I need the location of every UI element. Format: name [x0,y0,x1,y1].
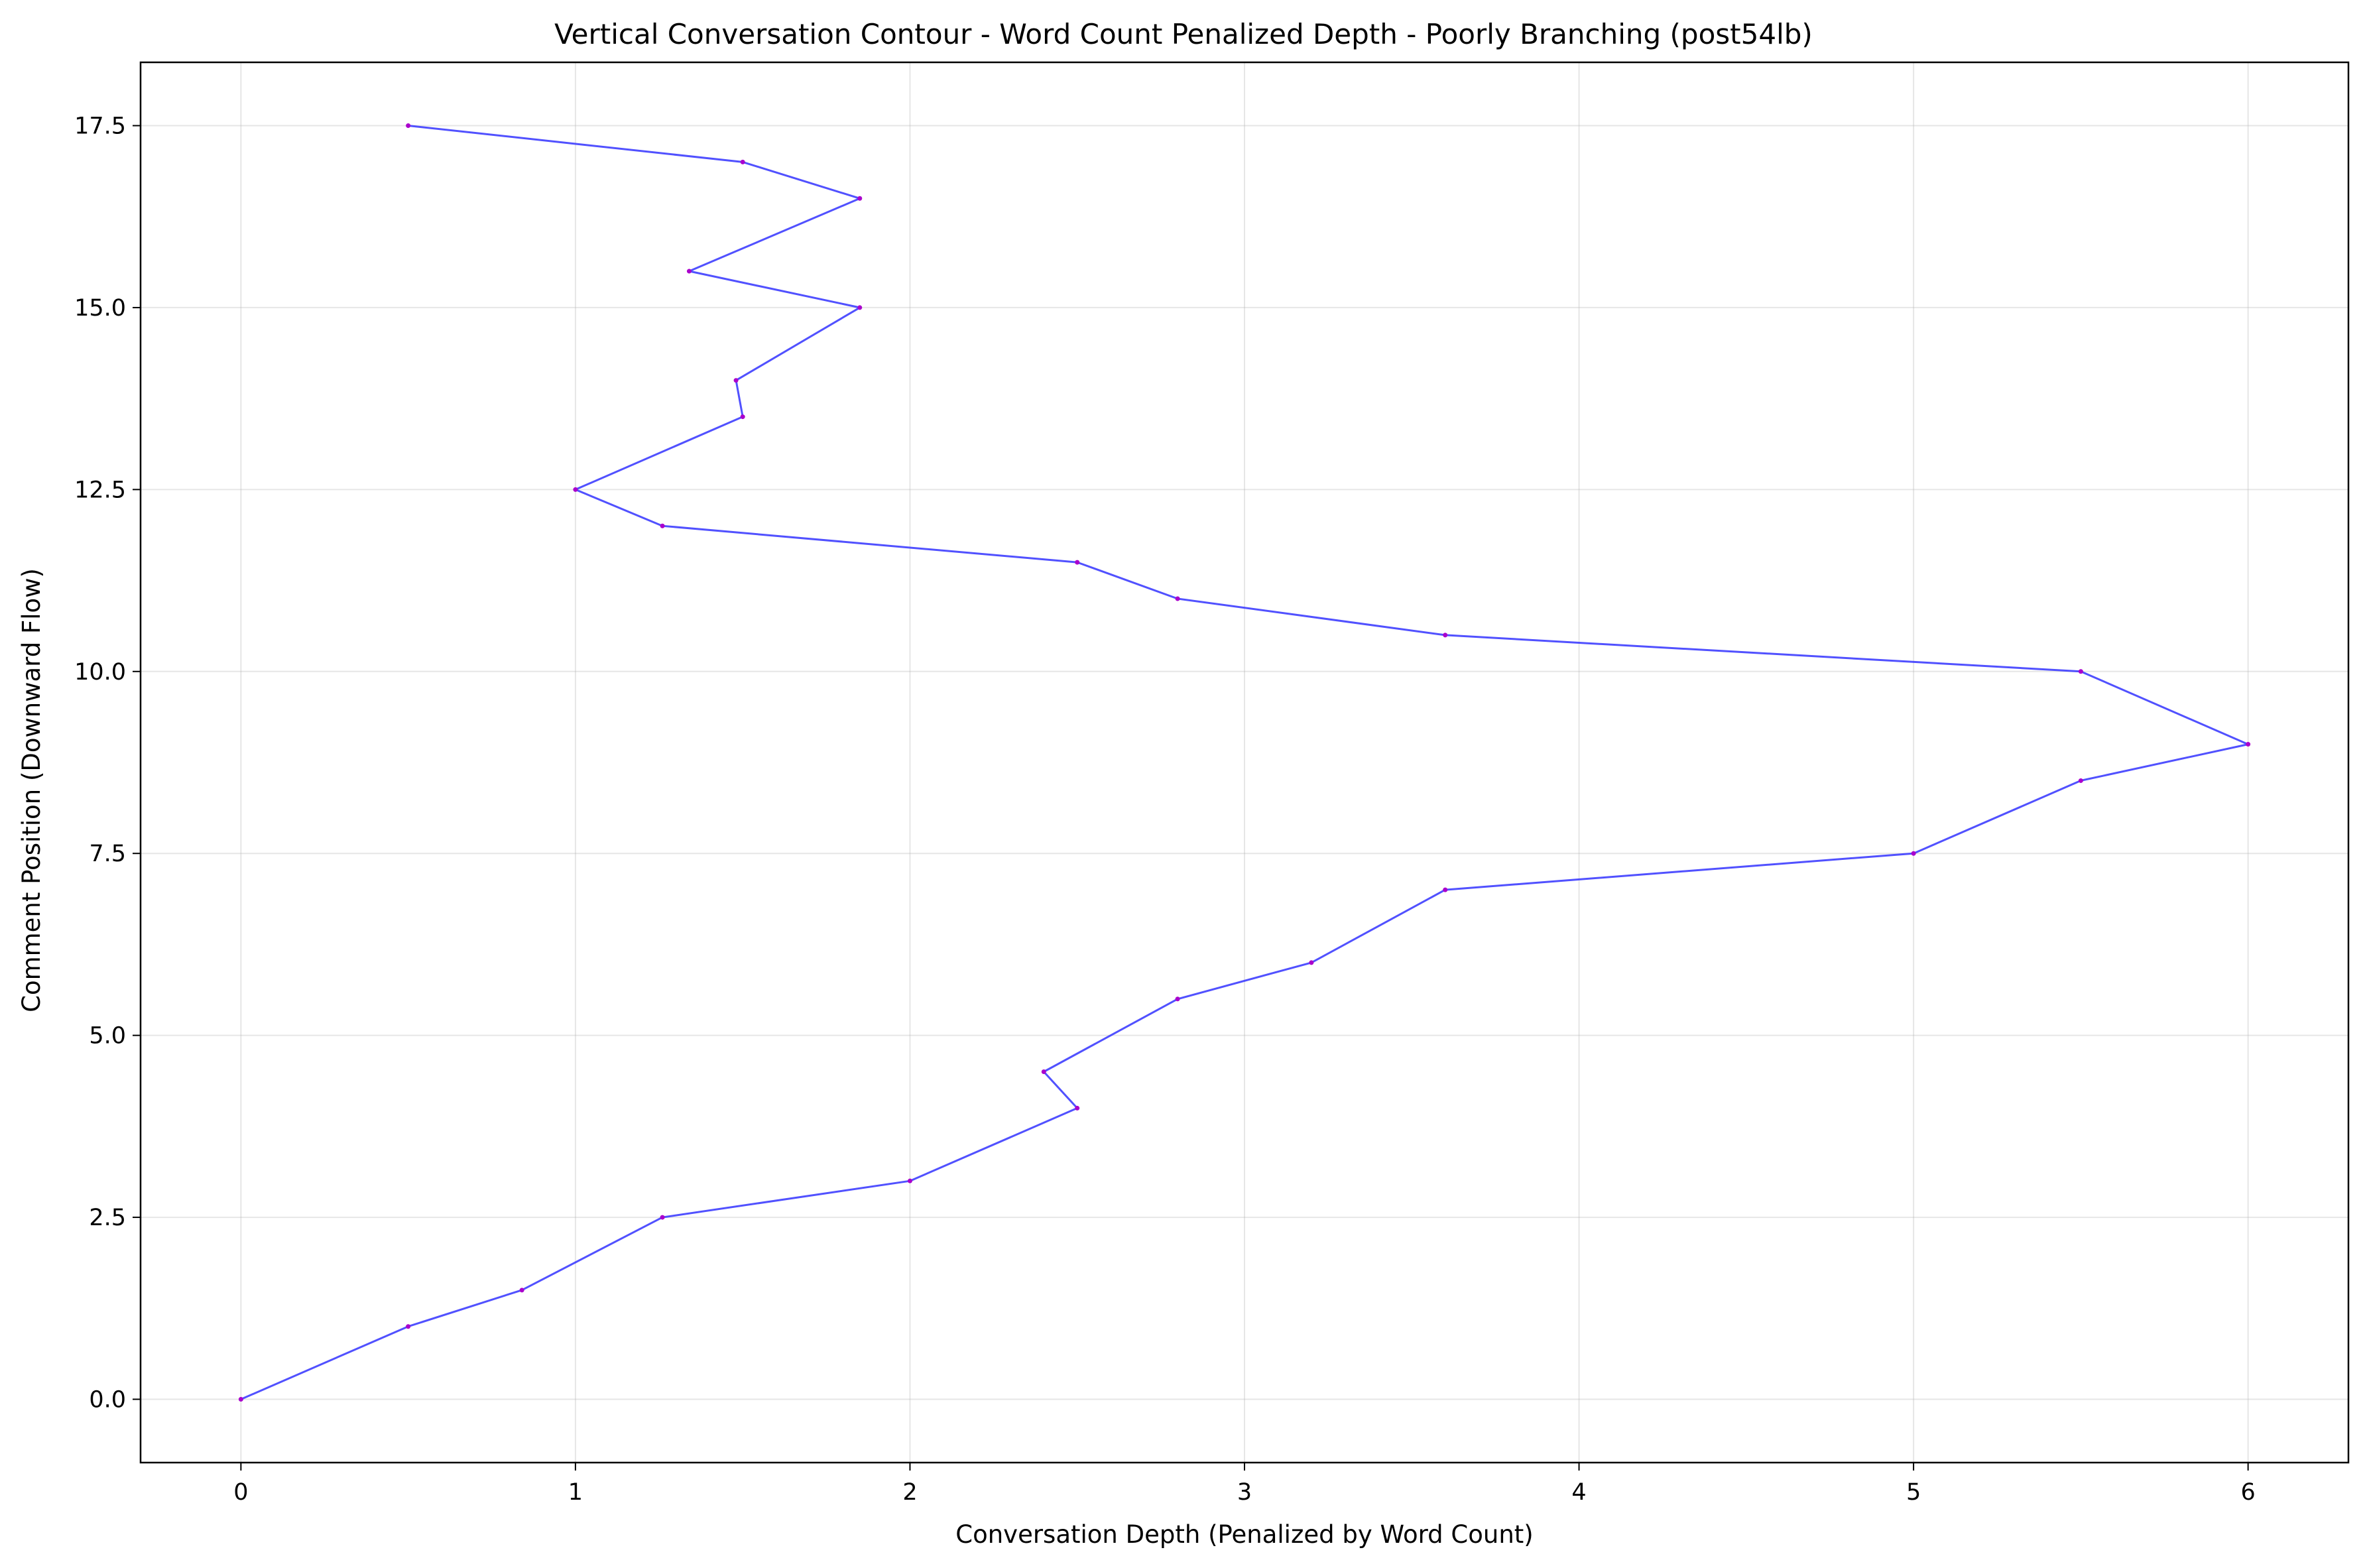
data-point [1175,996,1180,1002]
data-point [1075,1105,1080,1111]
data-point [857,305,863,310]
x-tick-label: 1 [568,1479,583,1506]
y-tick-label: 5.0 [89,1023,126,1050]
data-point [733,378,739,383]
y-tick-layer: 0.0 2.5 5.0 7.5 10.0 12.5 15.0 17.5 [74,113,141,1413]
data-point [660,1215,665,1220]
data-point [406,1324,411,1329]
x-tick-label: 3 [1237,1479,1252,1506]
data-point [406,123,411,129]
data-point [857,196,863,201]
y-tick-label: 0.0 [89,1386,126,1413]
x-tick-label: 6 [2240,1479,2255,1506]
chart-title: Vertical Conversation Contour - Word Cou… [554,18,1813,50]
data-point [519,1288,524,1293]
y-tick-label: 17.5 [74,113,126,140]
data-point [573,487,578,492]
x-tick-label: 0 [233,1479,248,1506]
grid-layer [141,62,2348,1463]
data-point [1075,560,1080,565]
x-axis-label: Conversation Depth (Penalized by Word Co… [955,1520,1533,1549]
data-point [907,1178,912,1183]
data-point [2078,778,2083,783]
data-point-layer [238,123,2251,1402]
data-point [1175,596,1180,601]
data-point [1443,633,1448,638]
data-point [660,523,665,528]
y-axis-label: Comment Position (Downward Flow) [17,568,46,1012]
series-line-layer [240,125,2250,1400]
data-point [1911,851,1916,856]
data-point [2078,669,2083,674]
x-tick-label: 5 [1906,1479,1921,1506]
data-point [1309,960,1314,965]
series-line [240,125,2250,1400]
y-tick-label: 7.5 [89,841,126,867]
data-point [238,1396,243,1402]
x-tick-label: 4 [1571,1479,1586,1506]
data-point [1443,887,1448,892]
y-tick-label: 2.5 [89,1205,126,1231]
data-point [686,269,692,274]
x-tick-label: 2 [902,1479,917,1506]
data-point [740,159,745,164]
data-point [2246,742,2251,747]
y-tick-label: 10.0 [74,659,126,686]
y-tick-label: 15.0 [74,295,126,322]
data-point [740,414,745,420]
y-tick-label: 12.5 [74,477,126,503]
x-tick-layer: 0 1 2 3 4 5 6 [233,1463,2256,1506]
data-point [1041,1069,1046,1075]
